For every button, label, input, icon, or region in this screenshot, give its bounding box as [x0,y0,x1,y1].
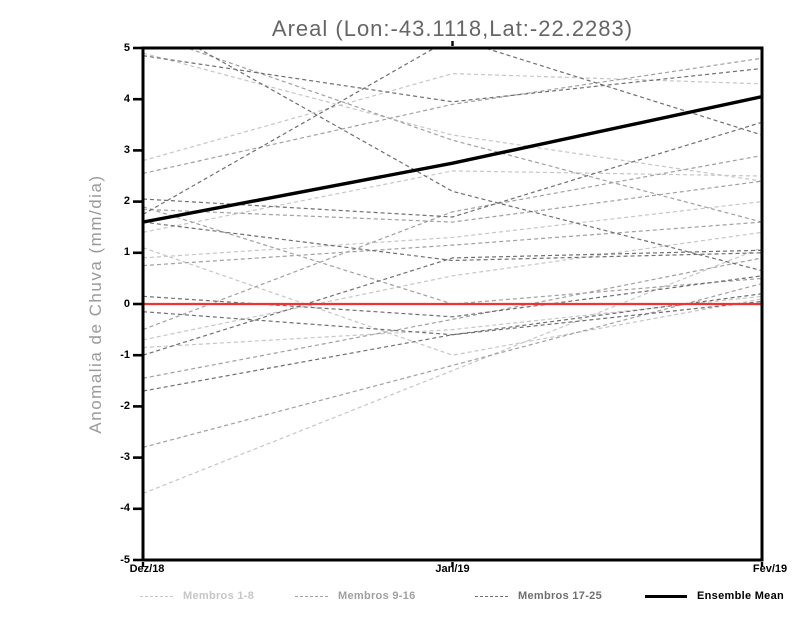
solid-line-sample-icon [645,594,687,598]
series-line [143,300,762,336]
series-line [143,52,762,182]
y-tick-label: 4 [123,92,130,105]
legend-label: Membros 1-8 [183,590,255,602]
plot-border [141,46,764,562]
series-line [143,94,762,224]
series-line [143,282,762,448]
series-line [143,180,762,223]
series-line [143,249,762,356]
x-tick-label: Fev/19 [752,563,788,575]
y-tick-label: -2 [120,399,130,412]
dashed-line-sample-icon [475,595,508,597]
series-line [185,48,762,223]
y-tick-label: 5 [123,41,130,54]
series-line [143,121,762,218]
series-line [143,295,762,349]
y-tick-label: 0 [123,297,130,310]
y-tick-label: -5 [120,553,130,566]
series-lines [143,48,762,494]
series-line [143,257,762,379]
dashed-line-sample-icon [140,595,173,597]
legend-entry-membros-17-25: Membros 17-25 [475,588,602,604]
x-tick-label: Jan/19 [435,563,470,575]
series-line [143,221,762,262]
legend-entry-membros-9-16: Membros 9-16 [295,588,416,604]
series-line [143,247,762,494]
x-tick-label: Dez/18 [129,563,165,575]
series-line [143,201,762,259]
series-line [143,154,762,331]
series-line [143,275,762,318]
series-line [143,55,762,103]
y-tick-label: 3 [123,143,130,156]
y-tick-label: 2 [123,195,130,208]
chart-title: Areal (Lon:-43.1118,Lat:-22.2283) [271,16,634,41]
legend-label: Membros 17-25 [518,590,602,602]
legend-label: Membros 9-16 [338,590,416,602]
legend: Membros 1-8 Membros 9-16 Membros 17-25 E… [0,588,800,604]
y-tick-label: -3 [120,451,130,464]
legend-entry-ensemble-mean: Ensemble Mean [645,588,784,604]
legend-label: Ensemble Mean [697,590,785,602]
y-tick-label: -4 [120,502,130,515]
series-line [143,57,762,175]
series-line [143,221,762,267]
series-line [143,231,762,341]
series-line [143,170,762,233]
legend-entry-membros-1-8: Membros 1-8 [140,588,254,604]
series-line [143,72,762,162]
y-tick-label: -1 [120,348,130,361]
series-line [196,48,762,272]
dashed-line-sample-icon [295,595,328,597]
y-tick-label: 1 [123,246,130,259]
series-line [143,247,762,356]
series-line [143,48,762,215]
